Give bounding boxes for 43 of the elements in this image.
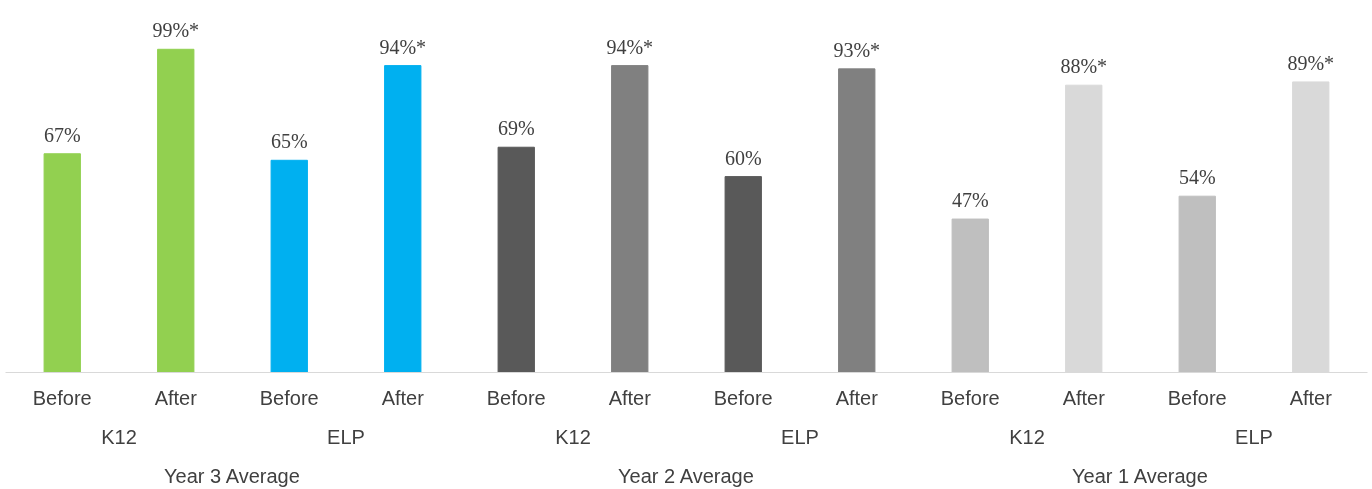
data-label: 88%* <box>1060 55 1108 78</box>
text: ELP <box>781 425 819 448</box>
data-label: 93%* <box>833 38 881 61</box>
x-tick-label: After <box>608 386 652 409</box>
x-tick-label: Before <box>486 386 546 409</box>
bar <box>951 218 989 373</box>
bar <box>384 65 422 373</box>
x-tick-label: Before <box>1167 386 1227 409</box>
text: Year 1 Average <box>1072 464 1208 487</box>
text: K12 <box>555 425 591 448</box>
data-label: 89%* <box>1287 51 1335 74</box>
bar <box>611 65 649 373</box>
x-tick-label: Before <box>32 386 92 409</box>
bar <box>838 68 876 373</box>
text: K12 <box>1009 425 1045 448</box>
x-tick-label: Before <box>940 386 1000 409</box>
bar <box>1178 195 1216 373</box>
data-label: 60% <box>724 146 762 169</box>
x-tick-label: After <box>1062 386 1106 409</box>
text: ELP <box>327 425 365 448</box>
bar <box>157 48 195 373</box>
data-label: 69% <box>497 117 535 140</box>
bar <box>724 176 762 373</box>
data-label: 67% <box>43 123 81 146</box>
x-tick-label: Before <box>259 386 319 409</box>
x-tick-label: Before <box>713 386 773 409</box>
data-label: 54% <box>1178 166 1216 189</box>
x-tick-label: After <box>835 386 879 409</box>
data-label: 94%* <box>606 35 654 58</box>
text: Year 3 Average <box>164 464 300 487</box>
text: Year 2 Average <box>618 464 754 487</box>
data-label: 94%* <box>379 35 427 58</box>
bar <box>270 159 308 373</box>
text: ELP <box>1235 425 1273 448</box>
x-tick-label: After <box>154 386 198 409</box>
text: K12 <box>101 425 137 448</box>
data-label: 65% <box>270 130 308 153</box>
x-tick-label: After <box>1289 386 1333 409</box>
bar <box>43 153 81 373</box>
bar <box>497 146 535 373</box>
data-label: 99%* <box>152 19 200 42</box>
x-tick-label: After <box>381 386 425 409</box>
data-label: 47% <box>951 189 989 212</box>
